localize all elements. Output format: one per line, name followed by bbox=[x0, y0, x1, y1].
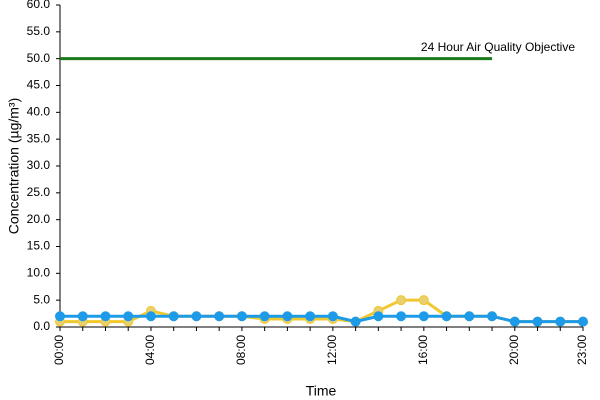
data-point bbox=[578, 316, 588, 327]
data-point bbox=[464, 311, 475, 322]
data-point bbox=[191, 311, 202, 322]
y-tick-label: 60.0 bbox=[27, 0, 51, 11]
y-tick-label: 25.0 bbox=[27, 185, 51, 199]
data-point bbox=[282, 311, 293, 322]
data-point bbox=[168, 311, 179, 322]
data-point bbox=[418, 295, 429, 306]
x-tick-label: 12:00 bbox=[325, 335, 339, 365]
data-point bbox=[418, 311, 429, 322]
y-tick-label: 10.0 bbox=[27, 266, 51, 280]
data-point bbox=[327, 311, 338, 322]
y-tick-label: 40.0 bbox=[27, 105, 51, 119]
data-point bbox=[396, 295, 407, 306]
y-tick-label: 30.0 bbox=[27, 158, 51, 172]
line-label: 24 Hour Air Quality Objective bbox=[421, 40, 575, 54]
data-point bbox=[555, 316, 566, 327]
data-point bbox=[77, 311, 88, 322]
x-tick-label: 04:00 bbox=[143, 335, 157, 365]
x-tick-label: 23:00 bbox=[575, 335, 589, 365]
y-tick-label: 50.0 bbox=[27, 51, 51, 65]
x-tick-label: 08:00 bbox=[234, 335, 248, 365]
data-point bbox=[259, 311, 270, 322]
data-point bbox=[441, 311, 452, 322]
data-point bbox=[509, 316, 520, 327]
y-tick-label: 45.0 bbox=[27, 78, 51, 92]
x-tick-label: 16:00 bbox=[416, 335, 430, 365]
data-point bbox=[396, 311, 407, 322]
data-point bbox=[305, 311, 316, 322]
y-tick-label: 5.0 bbox=[33, 292, 50, 306]
data-point bbox=[100, 311, 111, 322]
y-tick-label: 55.0 bbox=[27, 24, 51, 38]
x-tick-label: 20:00 bbox=[507, 335, 521, 365]
x-tick-label: 00:00 bbox=[52, 335, 66, 365]
y-tick-label: 0.0 bbox=[33, 319, 50, 333]
data-point bbox=[145, 311, 156, 322]
y-tick-label: 15.0 bbox=[27, 239, 51, 253]
data-point bbox=[487, 311, 498, 322]
data-point bbox=[236, 311, 247, 322]
data-point bbox=[350, 316, 361, 327]
data-point bbox=[55, 311, 65, 322]
data-point bbox=[373, 311, 384, 322]
x-axis-title: Time bbox=[306, 383, 337, 399]
data-point bbox=[123, 311, 134, 322]
data-point bbox=[532, 316, 543, 327]
y-axis-title: Concentration (µg/m³) bbox=[6, 98, 22, 234]
y-tick-label: 35.0 bbox=[27, 131, 51, 145]
data-point bbox=[214, 311, 225, 322]
y-tick-label: 20.0 bbox=[27, 212, 51, 226]
